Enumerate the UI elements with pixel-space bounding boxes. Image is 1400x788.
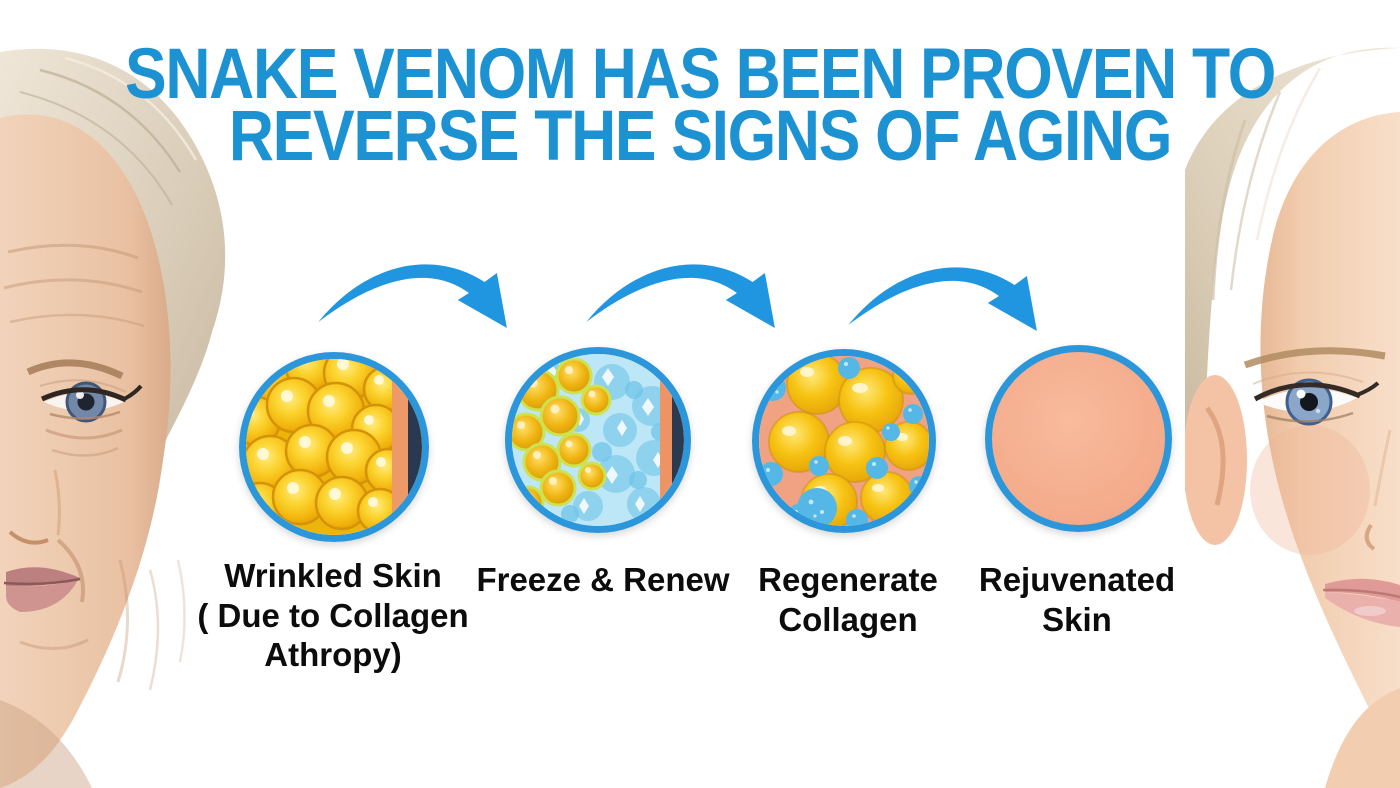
young-woman-illustration	[1183, 47, 1400, 788]
step-label-rejuvenated-skin: Rejuvenated Skin	[978, 561, 1176, 638]
arrow-step1-to-step2	[318, 264, 507, 328]
regenerating-cells-image	[752, 349, 936, 533]
smooth-skin-image	[985, 345, 1172, 532]
frozen-crystals-cells-image	[505, 347, 691, 533]
arrow-shape	[318, 264, 507, 328]
step-label-freeze-renew: Freeze & Renew	[476, 561, 730, 598]
arrow-shape	[586, 264, 775, 328]
arrow-step3-to-step4	[848, 267, 1037, 331]
step-label-wrinkled-skin: Wrinkled Skin ( Due to Collagen Athropy)	[197, 557, 469, 674]
yellow-collagen-cells-image	[239, 352, 429, 542]
headline: SNAKE VENOM HAS BEEN PROVEN TO REVERSE T…	[124, 35, 1276, 177]
aged-woman-illustration	[0, 48, 226, 788]
arrow-step2-to-step3	[586, 264, 775, 328]
arrow-shape	[848, 267, 1037, 331]
young-woman-photo	[1183, 0, 1400, 788]
step-label-regenerate-collagen: Regenerate Collagen	[758, 561, 938, 638]
aged-woman-photo	[0, 0, 240, 788]
